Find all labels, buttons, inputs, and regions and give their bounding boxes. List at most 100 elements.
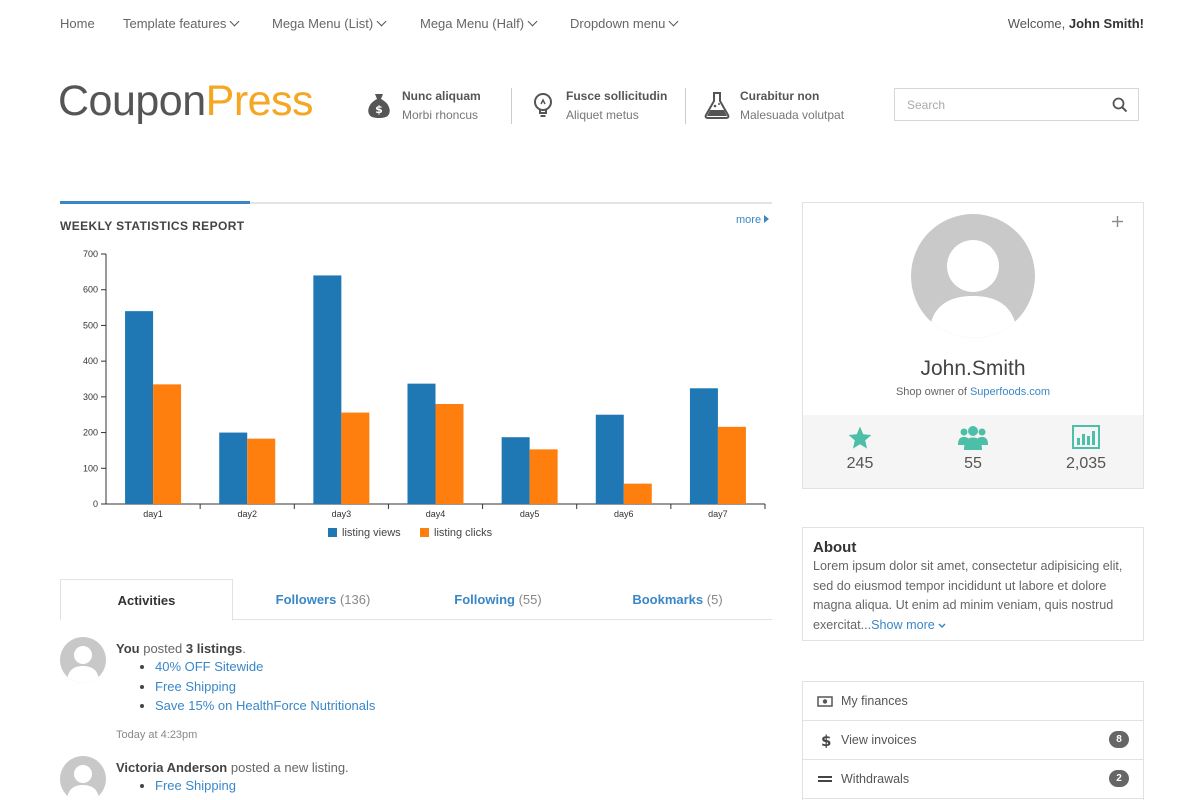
stat-value: 2,035 xyxy=(1065,455,1107,472)
tab-followers-count: (136) xyxy=(339,592,371,607)
activity-text: Victoria Anderson posted a new listing. xyxy=(116,760,349,775)
bar-listing-views xyxy=(501,437,530,504)
stat-followers[interactable]: 55 xyxy=(933,425,1013,473)
activity-user[interactable]: Victoria Anderson xyxy=(116,760,228,775)
listing-link[interactable]: Free Shipping xyxy=(140,677,375,697)
search-input[interactable] xyxy=(895,89,1105,120)
profile-owner-line: Shop owner of Superfoods.com xyxy=(803,386,1143,398)
search-icon[interactable] xyxy=(1112,97,1128,113)
nav-home[interactable]: Home xyxy=(60,16,95,31)
y-tick-label: 100 xyxy=(83,463,98,473)
site-logo[interactable]: CouponPress xyxy=(58,77,314,125)
shop-link[interactable]: Superfoods.com xyxy=(969,386,1051,398)
bar-listing-views xyxy=(407,383,436,504)
y-tick-label: 400 xyxy=(83,356,98,366)
stat-value: 55 xyxy=(964,455,982,472)
y-tick-label: 700 xyxy=(83,249,98,259)
tab-bookmarks[interactable]: Bookmarks (5) xyxy=(583,579,772,620)
activity-object: 3 listings xyxy=(185,641,243,656)
more-link-label: more xyxy=(736,214,762,226)
tab-following-count: (55) xyxy=(518,592,542,607)
profile-owner-prefix: Shop owner of xyxy=(895,386,967,398)
nav-template-features[interactable]: Template features xyxy=(123,16,240,31)
nav-mega-menu-half[interactable]: Mega Menu (Half) xyxy=(420,16,538,31)
activity-item: You posted 3 listings. 40% OFF Sitewide … xyxy=(60,637,772,747)
activity-listings: 40% OFF Sitewide Free Shipping Save 15% … xyxy=(140,657,375,716)
chevron-down-icon xyxy=(229,16,240,27)
header-divider xyxy=(511,88,512,124)
stat-views[interactable]: 2,035 xyxy=(1046,425,1126,473)
money-bag-icon: $ xyxy=(368,94,390,118)
listing-link[interactable]: Save 15% on HealthForce Nutritionals xyxy=(140,696,375,716)
logo-text-press: Press xyxy=(205,77,314,125)
x-tick-label: day2 xyxy=(237,509,257,519)
plus-icon[interactable] xyxy=(1112,216,1123,227)
tab-followers-label: Followers xyxy=(275,592,337,607)
welcome-user[interactable]: John Smith! xyxy=(1068,16,1144,31)
bar-listing-clicks xyxy=(529,449,558,504)
logo-text-coupon: Coupon xyxy=(58,77,206,125)
more-link[interactable]: more xyxy=(736,214,770,226)
bar-listing-clicks xyxy=(717,426,746,504)
menu-item-label: Withdrawals xyxy=(841,772,910,786)
nav-dropdown-menu[interactable]: Dropdown menu xyxy=(570,16,679,31)
activity-listings: Free Shipping xyxy=(140,776,236,796)
nav-template-features-label: Template features xyxy=(123,16,227,31)
feature-subtitle: Morbi rhoncus xyxy=(402,108,479,122)
flask-icon xyxy=(704,92,730,119)
legend-swatch xyxy=(328,528,337,537)
activity-user[interactable]: You xyxy=(116,641,140,656)
bar-listing-clicks xyxy=(341,412,370,504)
menu-item-view-invoices[interactable]: $ View invoices 8 xyxy=(803,721,1143,760)
user-silhouette-icon xyxy=(67,646,99,683)
bar-listing-clicks xyxy=(247,438,276,504)
tab-followers[interactable]: Followers (136) xyxy=(233,579,413,620)
x-tick-label: day1 xyxy=(143,509,163,519)
chevron-down-icon xyxy=(668,16,679,27)
activity-action: posted xyxy=(143,641,183,656)
listing-link[interactable]: Free Shipping xyxy=(140,776,236,796)
menu-item-label: My finances xyxy=(841,694,908,708)
activity-item: Victoria Anderson posted a new listing. … xyxy=(60,756,772,800)
listing-link[interactable]: 40% OFF Sitewide xyxy=(140,657,375,677)
caret-right-icon xyxy=(764,215,770,223)
activity-timestamp: Today at 4:23pm xyxy=(116,729,198,741)
menu-item-withdrawals[interactable]: Withdrawals 2 xyxy=(803,760,1143,799)
profile-name: John.Smith xyxy=(920,357,1026,380)
avatar[interactable] xyxy=(60,756,106,800)
nav-mega-menu-half-label: Mega Menu (Half) xyxy=(420,16,525,31)
show-more-label: Show more xyxy=(871,617,935,632)
user-silhouette-icon xyxy=(67,765,99,800)
y-tick-label: 200 xyxy=(83,428,98,438)
y-tick-label: 0 xyxy=(93,499,98,509)
activity-action: posted a new listing. xyxy=(230,760,349,775)
bar-listing-clicks xyxy=(153,384,182,504)
bar-listing-clicks xyxy=(623,483,652,504)
weekly-statistics-chart: 0 100 200 300 400 500 600 700 day1 day2 day3 day4 da… xyxy=(83,249,766,539)
nav-home-label: Home xyxy=(60,16,95,31)
svg-text:$: $ xyxy=(821,732,831,748)
profile-avatar[interactable] xyxy=(911,214,1035,338)
nav-mega-menu-list[interactable]: Mega Menu (List) xyxy=(272,16,387,31)
tab-bookmarks-count: (5) xyxy=(706,592,723,607)
feature-subtitle: Aliquet metus xyxy=(566,108,639,122)
dollar-icon: $ xyxy=(821,732,831,748)
tab-activities[interactable]: Activities xyxy=(60,579,233,621)
stat-favorites[interactable]: 245 xyxy=(820,425,900,473)
bar-listing-views xyxy=(595,414,624,504)
header-divider xyxy=(685,88,686,124)
panel-accent-bar xyxy=(60,201,250,204)
chevron-down-icon xyxy=(527,16,538,27)
welcome-prefix: Welcome, xyxy=(1007,16,1066,31)
tab-following[interactable]: Following (55) xyxy=(413,579,583,620)
user-silhouette-icon xyxy=(929,240,1017,338)
x-tick-label: day4 xyxy=(426,509,446,519)
x-tick-label: day5 xyxy=(520,509,540,519)
avatar[interactable] xyxy=(60,637,106,683)
chevron-down-icon xyxy=(376,16,387,27)
bar-chart-icon xyxy=(1072,425,1100,449)
svg-text:$: $ xyxy=(375,103,383,116)
menu-item-my-finances[interactable]: My finances xyxy=(803,682,1143,721)
activity-text: You posted 3 listings. xyxy=(116,641,246,656)
show-more-link[interactable]: Show more xyxy=(871,618,946,632)
